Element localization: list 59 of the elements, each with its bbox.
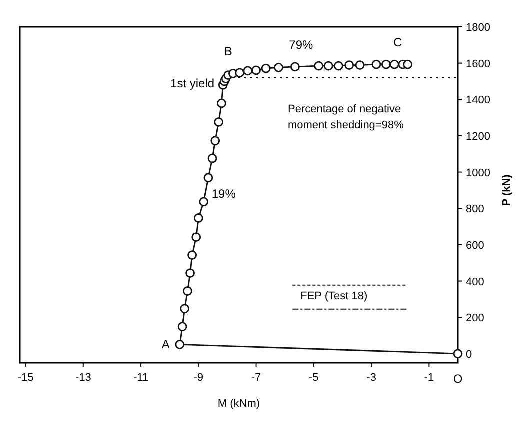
annotation: 79% <box>289 38 314 52</box>
point <box>274 62 284 72</box>
point <box>199 197 209 207</box>
y-tick-label: 800 <box>466 204 484 216</box>
point <box>204 173 214 183</box>
point <box>217 98 226 108</box>
point <box>243 66 253 76</box>
x-tick-label: -15 <box>18 372 34 384</box>
text: FEP (Test 18) <box>300 290 368 302</box>
y-tick-label: 600 <box>466 240 484 252</box>
y-tick-label: 1000 <box>466 167 490 180</box>
x-tick-label: -11 <box>133 372 149 384</box>
point <box>188 250 198 260</box>
point <box>334 61 344 71</box>
point <box>214 117 224 127</box>
point <box>324 61 334 71</box>
y-tick-label: 1400 <box>466 94 490 107</box>
x-tick-label: -9 <box>194 372 204 384</box>
point <box>192 232 202 242</box>
point <box>355 60 365 70</box>
point <box>382 60 391 70</box>
point <box>290 62 300 72</box>
y-tick-label: 1800 <box>466 22 490 34</box>
point <box>390 60 400 70</box>
point <box>180 304 190 314</box>
annotation: B <box>224 44 232 58</box>
point <box>314 61 324 71</box>
x-tick-label: -3 <box>366 372 376 384</box>
annotation: 1st yield <box>170 76 215 90</box>
y-tick-label: 400 <box>466 276 484 288</box>
x-tick-label: -5 <box>309 372 319 384</box>
x-tick-label: -7 <box>251 372 262 384</box>
point <box>453 349 463 359</box>
point <box>186 268 195 278</box>
point <box>178 322 188 332</box>
y-tick-label: 200 <box>466 312 484 325</box>
point <box>403 60 413 70</box>
y-tick-label: 0 <box>466 348 472 361</box>
point <box>194 214 204 223</box>
point <box>261 64 271 74</box>
x-tick-label: -1 <box>424 372 434 384</box>
point <box>372 60 382 70</box>
y-axis-title: P (kN) <box>501 174 513 206</box>
y-tick-label: 1600 <box>466 58 490 70</box>
x-axis-title: M (kNm) <box>218 398 260 410</box>
point <box>235 68 245 78</box>
annotation: C <box>394 36 403 50</box>
annotation: O <box>453 372 463 386</box>
point <box>183 286 192 296</box>
point <box>252 66 261 76</box>
point <box>210 136 220 146</box>
y-tick-label: 1200 <box>466 130 490 143</box>
annotation: Percentage of negative moment shedding=98% <box>288 103 404 132</box>
x-tick-label: -13 <box>75 372 92 384</box>
annotation: A <box>162 338 170 352</box>
annotation: 19% <box>212 186 236 201</box>
point <box>175 340 185 350</box>
point <box>344 60 354 70</box>
point <box>208 154 218 164</box>
